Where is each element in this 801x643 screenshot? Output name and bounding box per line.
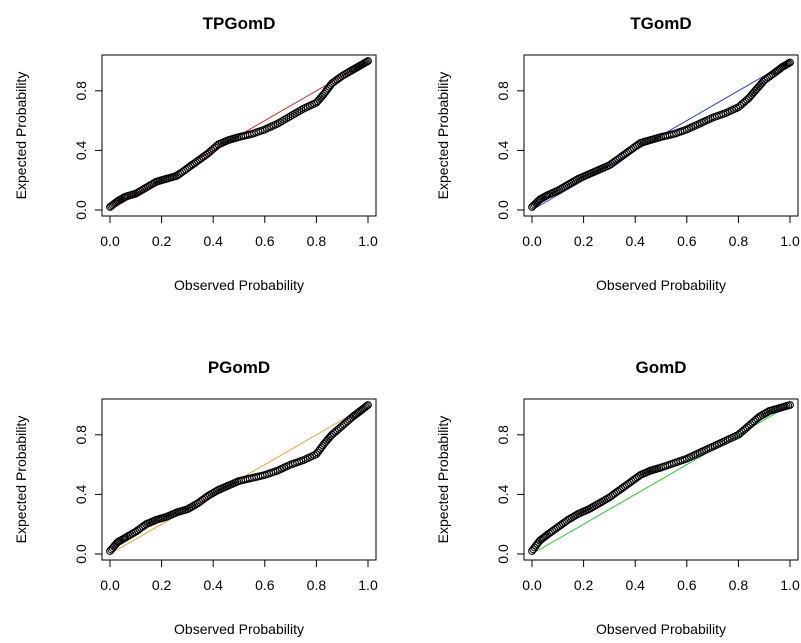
chart-panel-3: PGomD 0.0 0.2 0.4 0.6 0.8 1.0 0.0 0.4 0.8 Observed… xyxy=(13,358,378,637)
x-tick-label: 0.4 xyxy=(203,233,223,249)
data-point xyxy=(273,119,282,128)
x-tick-label: 0.0 xyxy=(522,577,542,593)
y-axis-label: Expected Probability xyxy=(13,416,29,544)
plot-frame xyxy=(101,54,377,217)
chart-title: GomD xyxy=(636,358,687,377)
x-tick-label: 0.6 xyxy=(677,233,697,249)
data-point xyxy=(282,114,291,123)
x-tick-label: 0.2 xyxy=(574,577,594,593)
y-tick-label: 0.8 xyxy=(495,81,511,101)
x-tick-label: 0.8 xyxy=(307,577,327,593)
chart-title: PGomD xyxy=(208,358,270,377)
data-point xyxy=(295,107,304,116)
data-point xyxy=(280,115,289,124)
chart-panel-2: TGomD 0.0 0.2 0.4 0.6 0.8 1.0 0.0 0.4 0.8 Observed… xyxy=(435,14,800,293)
x-axis-label: Observed Probability xyxy=(596,277,726,293)
x-tick-label: 1.0 xyxy=(780,233,800,249)
x-tick-label: 0.2 xyxy=(152,233,172,249)
x-tick-label: 0.6 xyxy=(255,577,275,593)
y-tick-label: 0.4 xyxy=(495,140,511,160)
data-point xyxy=(361,403,370,411)
x-tick-label: 0.8 xyxy=(307,233,327,249)
x-axis-label: Observed Probability xyxy=(174,277,304,293)
data-point xyxy=(150,178,159,187)
y-tick-label: 0.8 xyxy=(495,425,511,445)
y-axis-label: Expected Probability xyxy=(435,416,451,544)
y-axis-label: Expected Probability xyxy=(13,72,29,200)
reference-line xyxy=(531,60,791,211)
chart-title: TGomD xyxy=(630,14,691,33)
data-point xyxy=(275,118,284,127)
data-point xyxy=(362,402,371,410)
data-point xyxy=(786,58,794,67)
y-tick-label: 0.8 xyxy=(73,81,89,101)
y-tick-label: 0.4 xyxy=(495,484,511,504)
x-tick-label: 0.0 xyxy=(100,233,120,249)
x-tick-label: 0.6 xyxy=(255,233,275,249)
data-point xyxy=(763,408,772,416)
data-point xyxy=(784,59,793,68)
x-tick-label: 0.4 xyxy=(625,577,645,593)
data-point xyxy=(362,57,371,66)
chart-panel-1: TPGomD 0.0 0.2 0.4 0.6 0.8 1.0 0.0 0.4 0.8 Observe… xyxy=(13,14,378,293)
data-point xyxy=(364,401,372,409)
x-tick-label: 0.6 xyxy=(677,577,697,593)
x-tick-label: 0.2 xyxy=(574,233,594,249)
x-tick-label: 1.0 xyxy=(780,577,800,593)
x-tick-label: 0.0 xyxy=(522,233,542,249)
chart-panel-4: GomD 0.0 0.2 0.4 0.6 0.8 1.0 0.0 0.4 0.8 Observed … xyxy=(435,358,800,637)
y-tick-label: 0.0 xyxy=(495,544,511,564)
y-tick-label: 0.0 xyxy=(495,200,511,220)
data-point xyxy=(297,106,306,114)
y-tick-label: 0.4 xyxy=(73,484,89,504)
x-axis-label: Observed Probability xyxy=(596,621,726,637)
data-point xyxy=(278,117,286,125)
plot-frame xyxy=(523,398,799,561)
x-tick-label: 0.2 xyxy=(152,577,172,593)
data-point xyxy=(288,110,297,119)
chart-title: TPGomD xyxy=(203,14,276,33)
x-tick-label: 0.8 xyxy=(729,233,749,249)
x-tick-label: 0.0 xyxy=(100,577,120,593)
x-tick-label: 0.4 xyxy=(625,233,645,249)
y-tick-label: 0.0 xyxy=(73,544,89,564)
x-tick-label: 1.0 xyxy=(358,577,378,593)
plot-frame xyxy=(101,398,377,561)
y-axis-label: Expected Probability xyxy=(435,72,451,200)
data-point xyxy=(786,401,794,409)
x-axis-label: Observed Probability xyxy=(174,621,304,637)
y-tick-label: 0.8 xyxy=(73,425,89,445)
y-tick-label: 0.4 xyxy=(73,140,89,160)
reference-line xyxy=(109,404,369,555)
data-point xyxy=(286,112,295,121)
data-point xyxy=(291,109,299,118)
x-tick-label: 0.8 xyxy=(729,577,749,593)
x-tick-label: 1.0 xyxy=(358,233,378,249)
x-tick-label: 0.4 xyxy=(203,577,223,593)
plot-frame xyxy=(523,54,799,217)
y-tick-label: 0.0 xyxy=(73,200,89,220)
data-point xyxy=(364,57,372,65)
data-point xyxy=(284,113,293,122)
data-point xyxy=(293,108,301,117)
